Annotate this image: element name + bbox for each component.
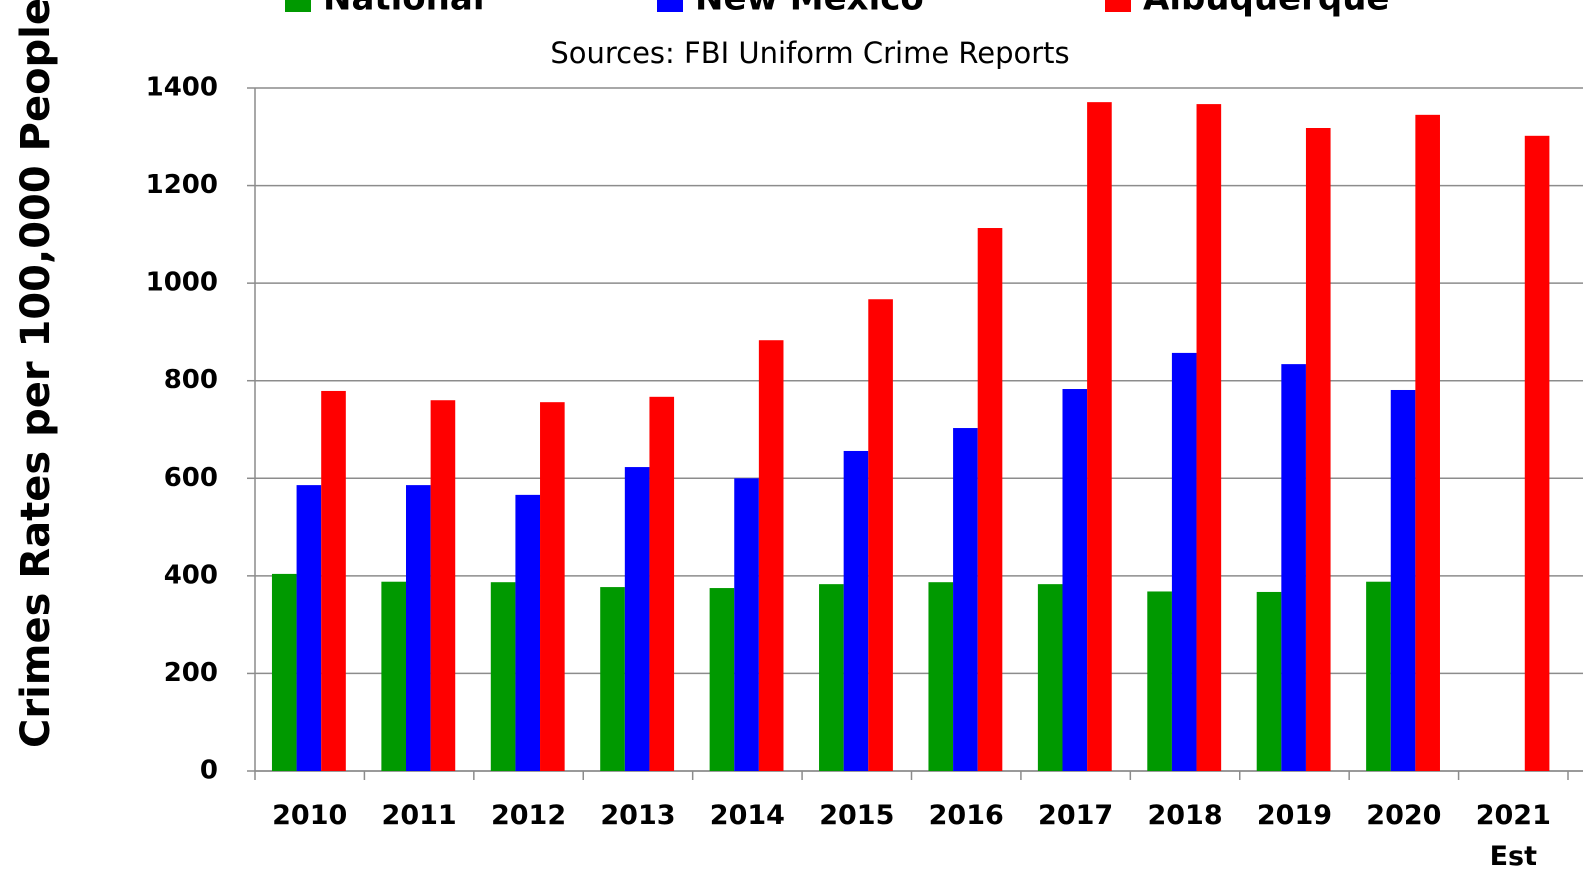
x-tick-label: 2010 xyxy=(272,800,348,831)
y-tick-label: 800 xyxy=(164,365,218,395)
bar xyxy=(296,485,322,771)
bar xyxy=(1087,102,1112,772)
bar xyxy=(819,584,844,771)
x-tick-label: 2013 xyxy=(600,800,676,831)
bar xyxy=(1196,104,1222,771)
bar xyxy=(624,467,650,771)
bar xyxy=(1366,581,1391,771)
x-tick-label: 2019 xyxy=(1256,800,1333,831)
bar xyxy=(321,390,346,771)
legend-label: Albuquerque xyxy=(1143,0,1389,19)
bar xyxy=(600,587,625,771)
legend-label: National xyxy=(323,0,484,19)
bar xyxy=(1415,114,1440,771)
bar xyxy=(734,478,759,771)
bar xyxy=(430,400,456,771)
bar xyxy=(271,573,297,771)
x-tick-label: 2017 xyxy=(1038,800,1114,831)
bar xyxy=(1524,135,1550,771)
bar xyxy=(928,582,954,771)
bar xyxy=(977,228,1003,771)
legend-label: New Mexico xyxy=(695,0,924,19)
y-tick-label: 600 xyxy=(164,463,218,493)
y-tick-label: 400 xyxy=(164,560,218,590)
bar xyxy=(1171,352,1197,771)
bar xyxy=(490,582,516,771)
bar xyxy=(1281,364,1306,771)
x-tick-label: 2011 xyxy=(381,800,457,831)
bar xyxy=(405,485,431,771)
bar xyxy=(649,396,675,771)
x-tick-label: 2014 xyxy=(709,800,785,831)
y-tick-label: 1200 xyxy=(146,170,218,200)
bar xyxy=(1147,591,1172,771)
bar xyxy=(1037,584,1063,771)
bar xyxy=(843,450,869,771)
bar xyxy=(953,428,978,771)
bar xyxy=(515,494,541,771)
bar xyxy=(381,581,406,771)
bar xyxy=(1305,128,1331,772)
x-tick-label: 2018 xyxy=(1147,800,1223,831)
bar xyxy=(1390,389,1416,771)
x-tick-label: 2020 xyxy=(1366,800,1442,831)
y-tick-label: 0 xyxy=(200,756,218,786)
legend-swatch xyxy=(1105,0,1131,12)
bar xyxy=(868,299,893,771)
y-axis-label: Crimes Rates per 100,000 People xyxy=(13,0,59,748)
x-tick-label: 2012 xyxy=(490,800,567,831)
legend-swatch xyxy=(657,0,683,12)
bar xyxy=(758,340,784,771)
bar xyxy=(1062,389,1088,771)
y-tick-label: 1000 xyxy=(146,268,218,298)
bar xyxy=(1256,591,1282,771)
bar xyxy=(709,588,735,771)
y-tick-label: 1400 xyxy=(146,73,218,103)
y-tick-label: 200 xyxy=(164,658,218,688)
bar xyxy=(540,402,565,771)
x-tick-label: 2021 Est xyxy=(1475,800,1551,872)
x-tick-label: 2016 xyxy=(928,800,1004,831)
x-tick-label: 2015 xyxy=(819,800,895,831)
legend-swatch xyxy=(285,0,311,12)
chart-subtitle: Sources: FBI Uniform Crime Reports xyxy=(550,36,1069,70)
